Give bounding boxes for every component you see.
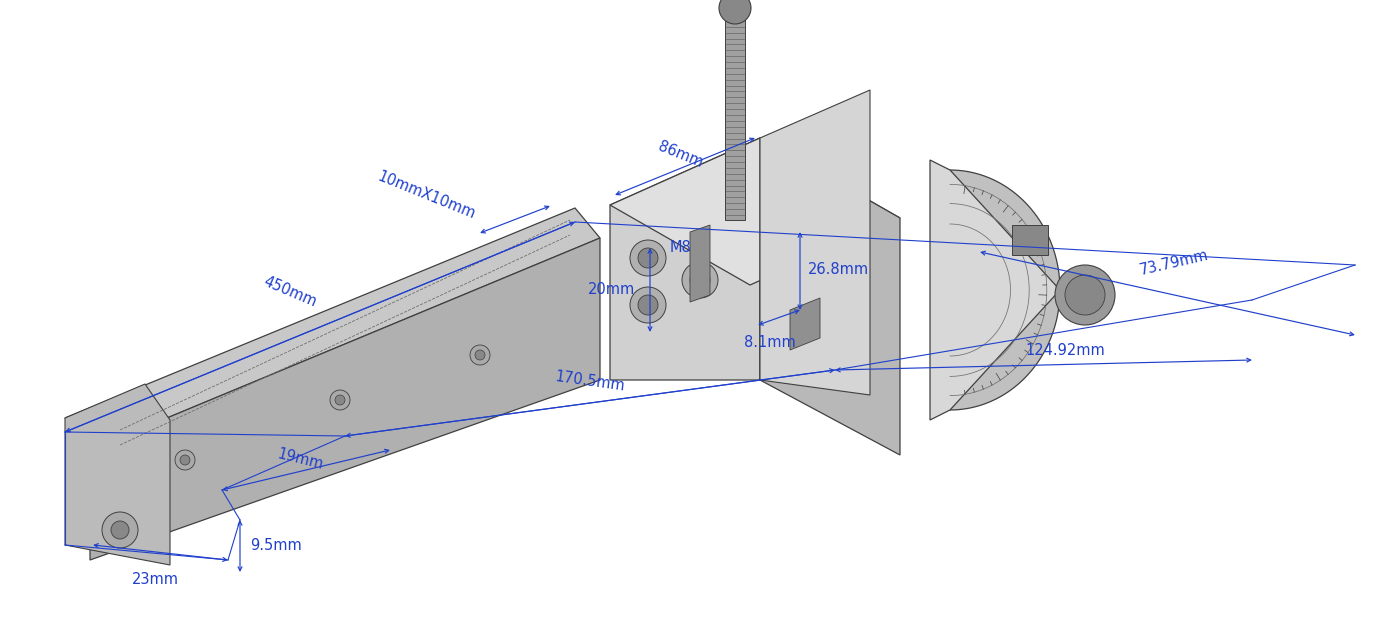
Circle shape [681,262,719,298]
Circle shape [102,512,138,548]
Circle shape [475,350,485,360]
Circle shape [1054,265,1115,325]
Polygon shape [1012,225,1048,255]
Circle shape [334,395,346,405]
Text: 124.92mm: 124.92mm [1025,343,1104,358]
Text: 170.5mm: 170.5mm [554,369,626,394]
Polygon shape [90,238,600,560]
Text: 20mm: 20mm [587,283,634,297]
Polygon shape [760,138,900,455]
Text: 19mm: 19mm [275,446,325,472]
Circle shape [330,390,350,410]
Text: 26.8mm: 26.8mm [808,263,869,278]
Circle shape [638,295,658,315]
Polygon shape [949,170,1060,410]
Text: 86mm: 86mm [655,138,705,170]
Circle shape [719,0,750,24]
Text: 9.5mm: 9.5mm [250,538,301,553]
Polygon shape [65,208,600,450]
Circle shape [176,450,195,470]
Text: M8: M8 [670,240,692,255]
Circle shape [470,345,491,365]
Polygon shape [65,384,170,565]
Circle shape [1066,275,1106,315]
Circle shape [690,270,710,290]
Polygon shape [609,138,900,285]
Polygon shape [760,90,871,395]
Polygon shape [609,138,760,380]
Circle shape [111,521,129,539]
Bar [726,10,745,220]
Circle shape [630,287,666,323]
Text: 73.79mm: 73.79mm [1137,248,1211,278]
Text: 8.1mm: 8.1mm [744,335,796,350]
Text: 23mm: 23mm [131,572,178,587]
Polygon shape [930,160,1060,420]
Text: 10mmX10mm: 10mmX10mm [376,169,478,222]
Circle shape [180,455,189,465]
Circle shape [630,240,666,276]
Polygon shape [690,225,710,302]
Polygon shape [791,298,820,350]
Text: 450mm: 450mm [261,274,319,310]
Circle shape [638,248,658,268]
